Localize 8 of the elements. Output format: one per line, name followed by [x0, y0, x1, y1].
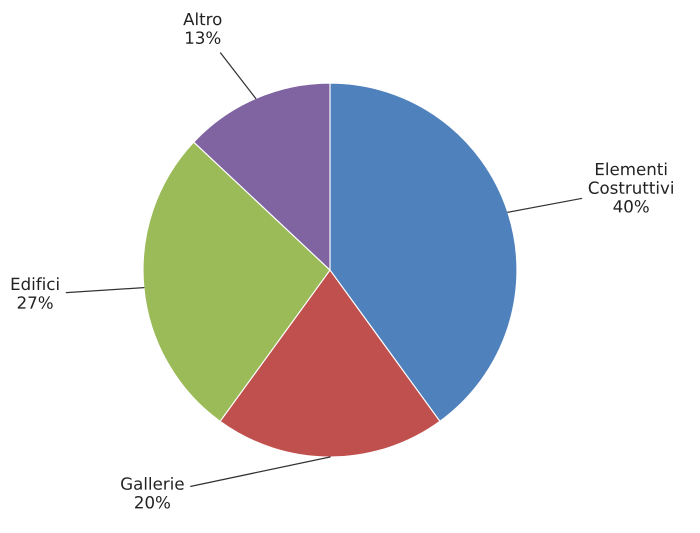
slice-label: Altro — [183, 12, 222, 26]
data-label: 27% — [18, 296, 53, 309]
slice-label: Edifici — [12, 277, 59, 290]
data-label: 20% — [135, 496, 170, 509]
slice-label: Gallerie — [121, 477, 184, 490]
data-label: 40% — [613, 200, 649, 213]
slice-label: Elementi Costruttivi — [588, 162, 673, 194]
data-label: 13% — [186, 31, 220, 44]
